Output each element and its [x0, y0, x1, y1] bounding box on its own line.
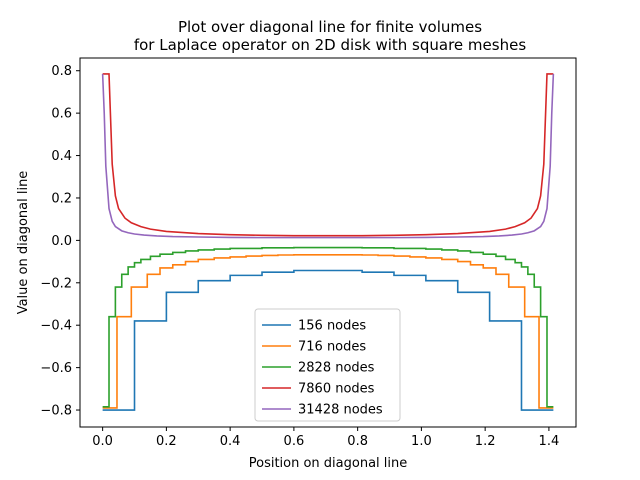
x-tick-label: 1.4	[539, 434, 560, 449]
series-line-5	[101, 73, 555, 239]
y-tick-label: 0.8	[51, 64, 72, 79]
legend: 156 nodes 716 nodes 2828 nodes 7860 nodes 31…	[254, 308, 401, 422]
x-tick-label: 1.2	[475, 434, 496, 449]
x-tick-label: 0.8	[347, 434, 368, 449]
plot-frame	[79, 57, 577, 428]
y-tick-label: 0.2	[51, 191, 72, 206]
legend-box	[254, 308, 401, 422]
y-tick-label: 0.4	[51, 149, 72, 164]
series-line-1	[102, 269, 554, 411]
y-tick-label: −0.4	[40, 319, 72, 334]
legend-label-5: 31428 nodes	[298, 403, 383, 418]
y-tick-label: 0.0	[51, 234, 72, 249]
y-tick-label: −0.2	[40, 276, 72, 291]
y-axis-label: Value on diagonal line	[16, 171, 31, 315]
series-group	[101, 73, 555, 411]
legend-label-2: 716 nodes	[298, 340, 366, 355]
series-line-2	[102, 254, 554, 409]
x-tick-label: 0.0	[92, 434, 113, 449]
legend-label-1: 156 nodes	[298, 319, 366, 334]
series-line-3	[102, 246, 554, 408]
x-tick-label: 0.4	[220, 434, 241, 449]
y-tick-label: −0.8	[40, 404, 72, 419]
y-tick-label: −0.6	[40, 361, 72, 376]
legend-label-3: 2828 nodes	[298, 361, 375, 376]
x-tick-label: 0.2	[156, 434, 177, 449]
series-line-4	[102, 73, 554, 237]
y-axis-ticks: −0.8 −0.6 −0.4 −0.2 0.0 0.2 0.4 0.6 0.8	[40, 64, 80, 419]
x-axis-label: Position on diagonal line	[249, 456, 408, 471]
legend-label-4: 7860 nodes	[298, 382, 375, 397]
x-axis-ticks: 0.0 0.2 0.4 0.6 0.8 1.0 1.2 1.4	[92, 427, 559, 449]
y-tick-label: 0.6	[51, 107, 72, 122]
x-tick-label: 0.6	[284, 434, 305, 449]
chart-title-line-2: for Laplace operator on 2D disk with squ…	[134, 36, 526, 54]
chart-title-line-1: Plot over diagonal line for finite volum…	[178, 18, 482, 36]
x-tick-label: 1.0	[411, 434, 432, 449]
